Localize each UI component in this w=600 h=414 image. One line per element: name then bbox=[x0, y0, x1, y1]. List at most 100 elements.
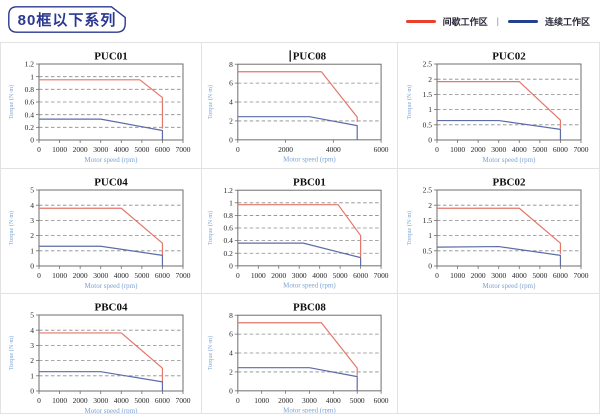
y-tick-label: 0.2 bbox=[224, 249, 234, 258]
x-tick-label: 0 bbox=[37, 145, 41, 154]
x-tick-label: 7000 bbox=[176, 145, 191, 154]
chart-puc01: 0 0.2 0.4 0.6 0.8 1 1.2 0 1000 2000 3000 4000 5000 60… bbox=[8, 51, 191, 165]
y-tick-label: 1 bbox=[229, 198, 233, 207]
y-tick-label: 0 bbox=[229, 261, 233, 270]
y-tick-label: 1.5 bbox=[422, 90, 432, 99]
y-tick-label: 4 bbox=[30, 326, 34, 335]
x-tick-label: 1000 bbox=[450, 145, 465, 154]
y-tick-label: 1.5 bbox=[422, 216, 432, 225]
x-tick-label: 6000 bbox=[374, 145, 389, 154]
series-continuous bbox=[436, 245, 561, 266]
y-tick-label: 0.6 bbox=[25, 98, 35, 107]
x-axis-label: Motor speed (rpm) bbox=[85, 407, 139, 414]
x-tick-label: 2000 bbox=[470, 145, 485, 154]
y-tick-label: 0.2 bbox=[25, 123, 35, 132]
chart-title: PBC04 bbox=[95, 302, 129, 314]
x-tick-label: 4000 bbox=[312, 271, 327, 280]
chart-title: PBC01 bbox=[293, 177, 326, 189]
x-tick-label: 2000 bbox=[470, 271, 485, 280]
legend-label-intermittent: 间歇工作区 bbox=[442, 16, 488, 27]
y-tick-label: 3 bbox=[30, 216, 34, 225]
badge-border-shape bbox=[8, 6, 126, 33]
x-tick-label: 0 bbox=[435, 271, 439, 280]
x-tick-label: 0 bbox=[236, 396, 240, 405]
legend-separator: | bbox=[496, 16, 499, 26]
y-tick-label: 4 bbox=[229, 98, 233, 107]
chart-cell-pbc08: 0 2 4 6 8 0 1000 2000 3000 4000 5000 6000 PBC08 Motor… bbox=[202, 294, 398, 414]
y-tick-label: 1 bbox=[30, 371, 34, 380]
y-tick-label: 5 bbox=[30, 311, 34, 320]
y-tick-label: 1 bbox=[30, 246, 34, 255]
y-tick-label: 0 bbox=[30, 136, 34, 145]
x-tick-label: 3000 bbox=[491, 145, 506, 154]
x-tick-label: 2000 bbox=[73, 396, 88, 405]
x-tick-label: 7000 bbox=[176, 396, 191, 405]
y-tick-label: 0.4 bbox=[25, 110, 35, 119]
chart-title: PBC02 bbox=[492, 177, 526, 189]
y-axis-label: Torque (N·m) bbox=[207, 85, 214, 119]
chart-pbc08: 0 2 4 6 8 0 1000 2000 3000 4000 5000 6000 PBC08 Motor… bbox=[207, 302, 389, 413]
plot-border bbox=[237, 63, 382, 141]
y-tick-label: 0 bbox=[30, 387, 34, 396]
x-tick-label: 0 bbox=[435, 145, 439, 154]
x-axis-label: Motor speed (rpm) bbox=[283, 156, 336, 164]
y-tick-label: 0.5 bbox=[422, 120, 432, 129]
plot-border bbox=[237, 189, 382, 267]
legend: 间歇工作区 | 连续工作区 bbox=[405, 12, 590, 30]
x-axis-label: Motor speed (rpm) bbox=[85, 282, 139, 290]
chart-cell-puc01: 0 0.2 0.4 0.6 0.8 1 1.2 0 1000 2000 3000 4000 5000 60… bbox=[0, 43, 202, 169]
chart-puc08: 0 2 4 6 8 0 2000 4000 6000 PUC08 Motor speed (rpm)… bbox=[207, 50, 389, 164]
y-tick-label: 2 bbox=[30, 356, 34, 365]
x-tick-label: 2000 bbox=[73, 145, 88, 154]
y-tick-label: 0.4 bbox=[224, 236, 234, 245]
y-tick-label: 1.2 bbox=[224, 186, 234, 195]
y-axis-label: Torque (N·m) bbox=[406, 85, 413, 119]
x-tick-label: 6000 bbox=[155, 271, 170, 280]
x-axis-label: Motor speed (rpm) bbox=[283, 282, 336, 290]
series-continuous bbox=[237, 367, 358, 391]
y-tick-label: 2 bbox=[229, 368, 233, 377]
x-tick-label: 5000 bbox=[134, 145, 149, 154]
x-tick-label: 4000 bbox=[326, 145, 341, 154]
x-tick-label: 7000 bbox=[176, 271, 191, 280]
x-tick-label: 6000 bbox=[552, 271, 567, 280]
y-tick-label: 2.5 bbox=[422, 186, 432, 195]
x-tick-label: 3000 bbox=[491, 271, 506, 280]
series-continuous bbox=[39, 118, 164, 140]
y-tick-label: 3 bbox=[30, 341, 34, 350]
series-intermittent bbox=[436, 207, 561, 254]
series-continuous bbox=[39, 371, 164, 391]
chart-puc04: 0 1 2 3 4 5 0 1000 2000 3000 4000 5000 6000 7000 PUC04… bbox=[8, 177, 191, 291]
x-tick-label: 6000 bbox=[552, 145, 567, 154]
chart-cell-pbc04: 0 1 2 3 4 5 0 1000 2000 3000 4000 5000 6000 7000 PBC04… bbox=[0, 294, 202, 414]
series-intermittent bbox=[237, 204, 362, 257]
continuous-line-icon bbox=[507, 19, 538, 23]
chart-pbc02: 0 0.5 1 1.5 2 2.5 0 1000 2000 3000 4000 5000 6000 700… bbox=[406, 177, 589, 291]
chart-cell-pbc01: 0 0.2 0.4 0.6 0.8 1 1.2 0 1000 2000 3000 4000 5000 60… bbox=[202, 169, 398, 294]
y-tick-label: 8 bbox=[229, 311, 233, 320]
y-tick-label: 4 bbox=[229, 349, 233, 358]
x-tick-label: 5000 bbox=[532, 145, 547, 154]
y-tick-label: 0 bbox=[428, 136, 432, 145]
y-tick-label: 0 bbox=[30, 262, 34, 271]
series-continuous bbox=[436, 119, 561, 140]
y-tick-label: 2 bbox=[30, 231, 34, 240]
series-intermittent bbox=[237, 322, 358, 376]
x-tick-label: 4000 bbox=[326, 396, 341, 405]
series-intermittent bbox=[436, 81, 561, 129]
y-tick-label: 8 bbox=[229, 60, 233, 69]
series-title-badge: 80框以下系列 bbox=[8, 6, 126, 33]
y-axis-label: Torque (N·m) bbox=[8, 336, 15, 370]
chart-title: PUC04 bbox=[94, 177, 128, 189]
y-tick-label: 0 bbox=[428, 262, 432, 271]
legend-label-continuous: 连续工作区 bbox=[544, 16, 590, 27]
chart-grid: 0 0.2 0.4 0.6 0.8 1 1.2 0 1000 2000 3000 4000 5000 60… bbox=[0, 42, 600, 414]
x-tick-label: 3000 bbox=[93, 396, 108, 405]
x-tick-label: 4000 bbox=[114, 396, 129, 405]
chart-title: PUC02 bbox=[492, 51, 526, 63]
plot-border bbox=[38, 189, 184, 267]
x-tick-label: 3000 bbox=[302, 396, 317, 405]
x-tick-label: 1000 bbox=[254, 396, 269, 405]
x-tick-label: 2000 bbox=[278, 145, 293, 154]
y-tick-label: 0.8 bbox=[25, 85, 35, 94]
